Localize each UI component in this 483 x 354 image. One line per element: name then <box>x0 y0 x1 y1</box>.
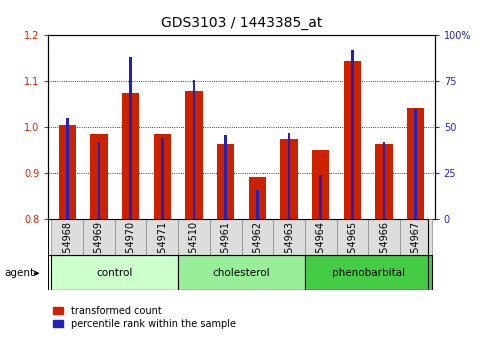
Text: GSM154968: GSM154968 <box>62 221 72 280</box>
Bar <box>90 135 108 219</box>
Text: control: control <box>97 268 133 278</box>
Text: GSM154971: GSM154971 <box>157 221 167 280</box>
Bar <box>305 255 431 290</box>
Bar <box>52 255 178 290</box>
Bar <box>337 219 368 255</box>
Bar <box>319 175 322 219</box>
Text: GSM154970: GSM154970 <box>126 221 136 280</box>
Bar <box>242 219 273 255</box>
Bar <box>193 80 195 219</box>
Bar <box>225 135 227 219</box>
Text: GSM154969: GSM154969 <box>94 221 104 280</box>
Text: GSM154963: GSM154963 <box>284 221 294 280</box>
Bar <box>288 133 290 219</box>
Bar <box>400 219 431 255</box>
Bar <box>178 255 305 290</box>
Legend: transformed count, percentile rank within the sample: transformed count, percentile rank withi… <box>53 306 236 329</box>
Text: GSM154966: GSM154966 <box>379 221 389 280</box>
Bar <box>66 118 69 219</box>
Bar <box>280 139 298 219</box>
Bar <box>273 219 305 255</box>
Bar <box>146 219 178 255</box>
Text: GSM154964: GSM154964 <box>316 221 326 280</box>
Bar <box>83 219 115 255</box>
Text: agent: agent <box>5 268 35 278</box>
Bar <box>98 142 100 219</box>
Bar <box>312 150 329 219</box>
Bar <box>414 109 417 219</box>
Bar <box>210 219 242 255</box>
Text: cholesterol: cholesterol <box>213 268 270 278</box>
Bar <box>122 93 140 219</box>
Text: GSM154965: GSM154965 <box>347 221 357 280</box>
Bar <box>115 219 146 255</box>
Bar <box>256 190 258 219</box>
Bar <box>129 57 132 219</box>
Bar <box>217 144 234 219</box>
Text: GDS3103 / 1443385_at: GDS3103 / 1443385_at <box>161 16 322 30</box>
Text: GSM154962: GSM154962 <box>252 221 262 280</box>
Bar <box>351 50 354 219</box>
Bar <box>383 142 385 219</box>
Text: GSM154961: GSM154961 <box>221 221 231 280</box>
Text: GSM154967: GSM154967 <box>411 221 421 280</box>
Bar <box>58 125 76 219</box>
Bar <box>178 219 210 255</box>
Bar <box>368 219 400 255</box>
Bar <box>185 91 203 219</box>
Bar <box>407 108 425 219</box>
Text: GSM154510: GSM154510 <box>189 221 199 280</box>
Bar <box>52 219 83 255</box>
Bar <box>161 138 164 219</box>
Bar <box>154 135 171 219</box>
Bar <box>305 219 337 255</box>
Text: phenobarbital: phenobarbital <box>332 268 405 278</box>
Bar <box>343 61 361 219</box>
Bar <box>375 144 393 219</box>
Bar <box>249 177 266 219</box>
